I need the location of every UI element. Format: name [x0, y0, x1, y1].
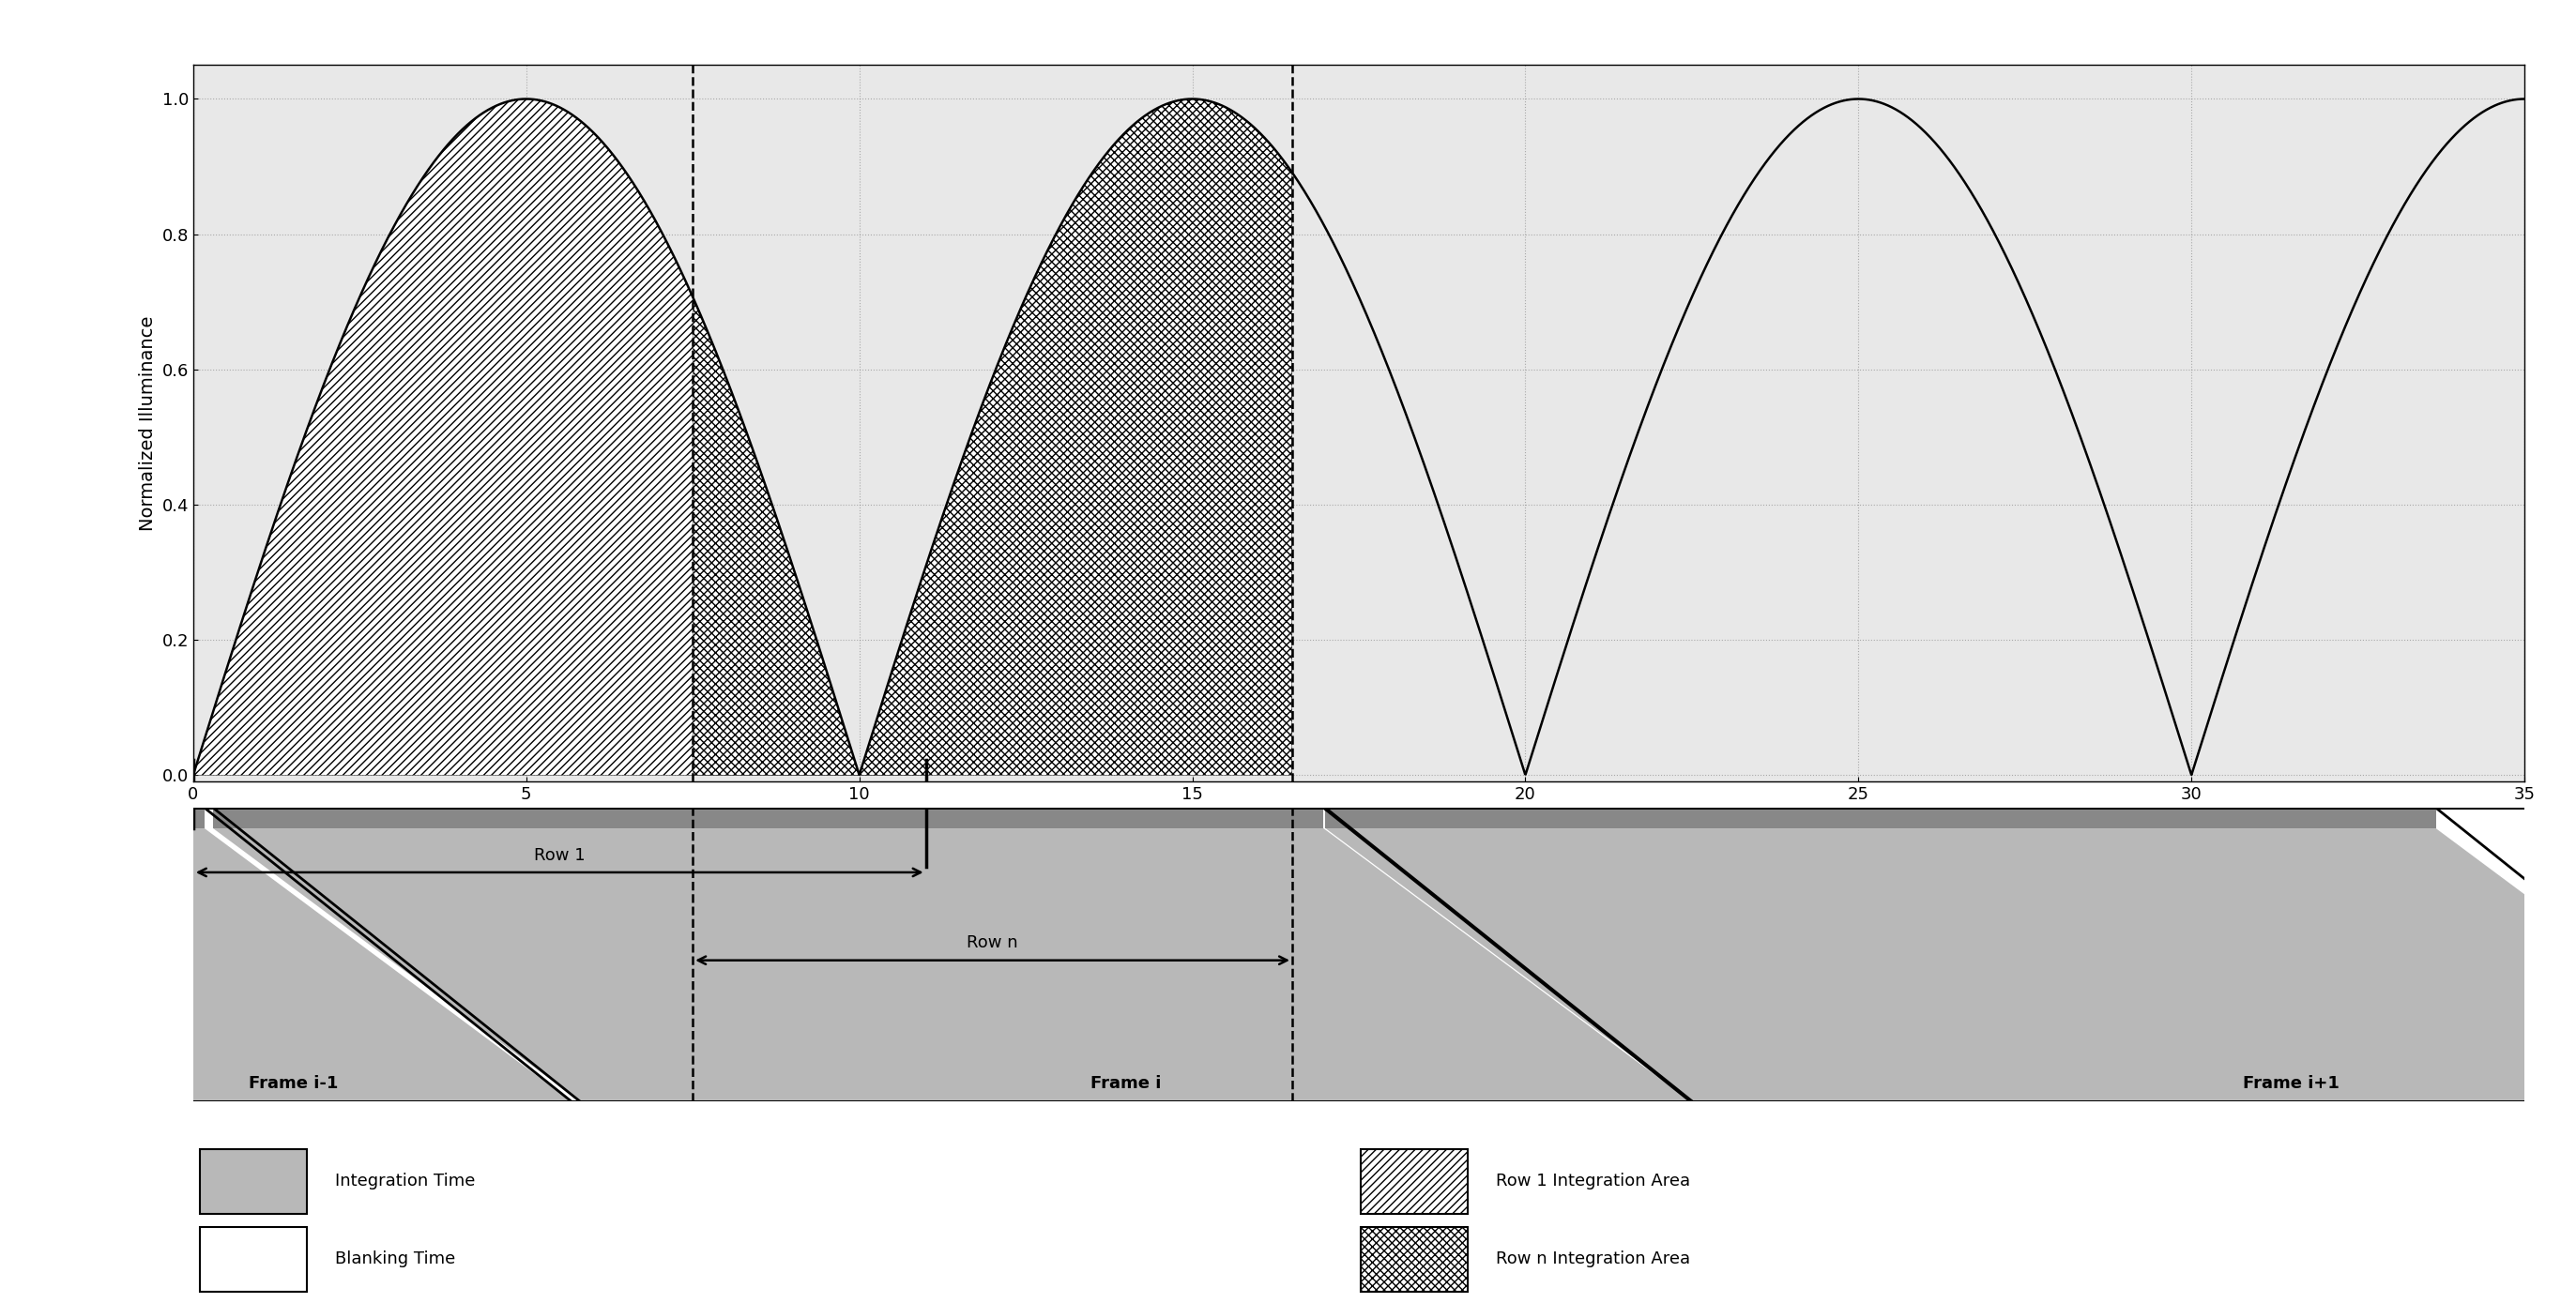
Polygon shape — [0, 808, 204, 829]
Polygon shape — [1327, 808, 2437, 829]
Polygon shape — [0, 829, 572, 1101]
Polygon shape — [1327, 829, 2576, 1101]
Polygon shape — [214, 808, 1324, 829]
Bar — [201, 1227, 307, 1291]
Text: Blanking Time: Blanking Time — [335, 1251, 456, 1268]
Text: Integration Time: Integration Time — [335, 1173, 474, 1190]
X-axis label: Time (ms): Time (ms) — [1314, 810, 1404, 829]
Text: Row 1: Row 1 — [533, 847, 585, 864]
Text: Row n Integration Area: Row n Integration Area — [1497, 1251, 1690, 1268]
Bar — [1360, 1227, 1468, 1291]
Polygon shape — [214, 829, 1690, 1101]
Polygon shape — [193, 808, 2524, 1101]
Text: Frame i-1: Frame i-1 — [247, 1075, 337, 1092]
Text: Frame i: Frame i — [1090, 1075, 1162, 1092]
Bar — [201, 1149, 307, 1213]
Text: Row n: Row n — [966, 934, 1018, 951]
Text: Row 1 Integration Area: Row 1 Integration Area — [1497, 1173, 1690, 1190]
Bar — [1360, 1149, 1468, 1213]
Text: Frame i+1: Frame i+1 — [2244, 1075, 2339, 1092]
Y-axis label: Normalized Illuminance: Normalized Illuminance — [139, 315, 157, 532]
